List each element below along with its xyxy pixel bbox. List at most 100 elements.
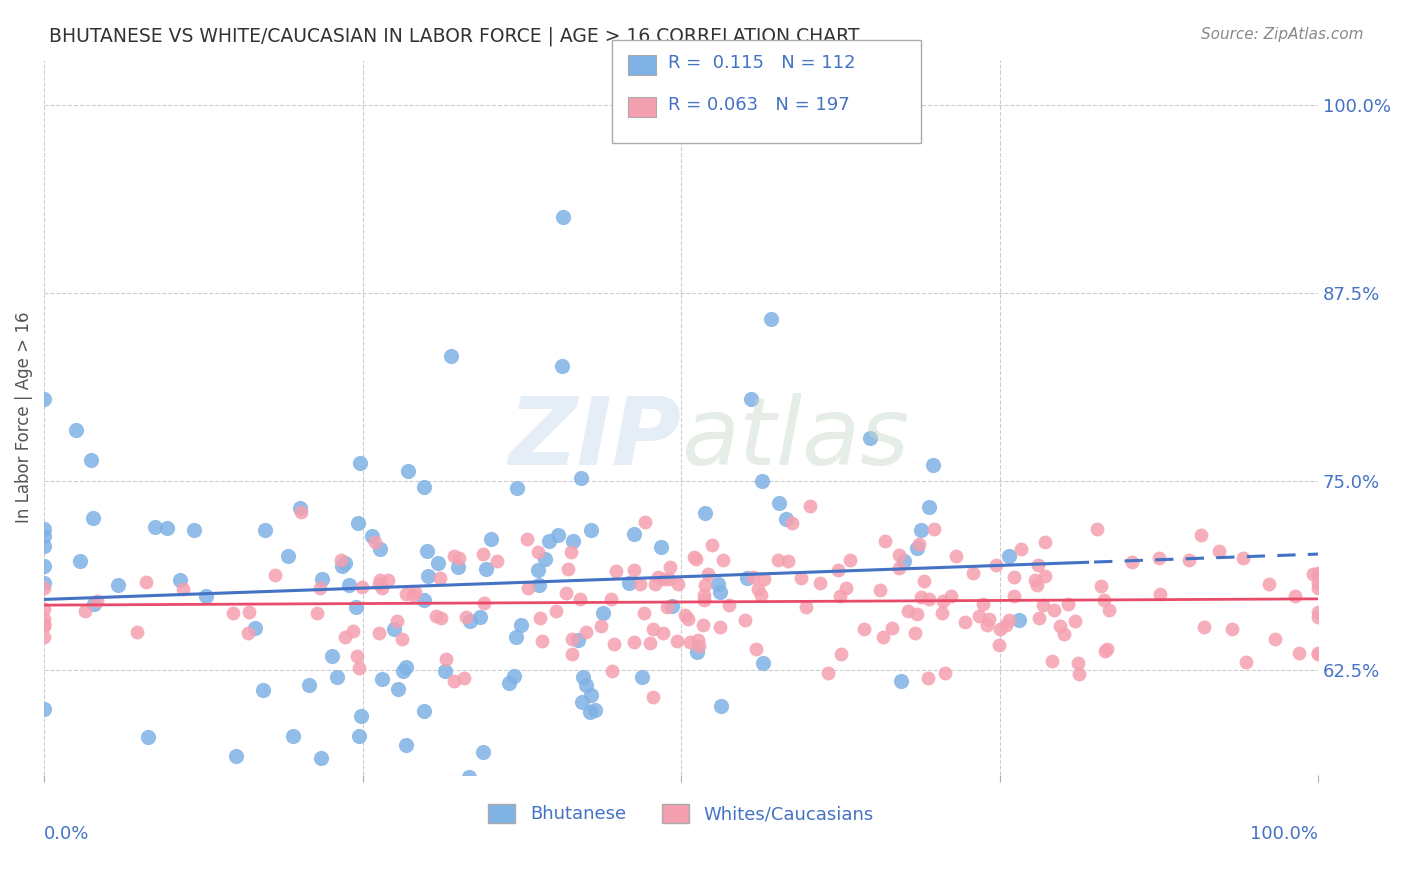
Point <box>368 541 391 556</box>
Point <box>735 572 758 586</box>
Point <box>65 423 87 437</box>
Point <box>1085 522 1108 536</box>
Point <box>516 582 538 596</box>
Point <box>1308 648 1330 662</box>
Point <box>32 618 55 632</box>
Point <box>69 554 91 568</box>
Point <box>752 572 775 586</box>
Point <box>976 618 998 632</box>
Point <box>652 572 675 586</box>
Point <box>1308 566 1330 580</box>
Point <box>551 359 574 374</box>
Point <box>32 616 55 631</box>
Point <box>988 622 1011 636</box>
Point <box>827 563 849 577</box>
Point <box>562 534 585 549</box>
Point <box>32 529 55 543</box>
Point <box>747 582 769 596</box>
Point <box>1177 553 1199 567</box>
Point <box>640 636 662 650</box>
Point <box>391 632 413 646</box>
Point <box>1149 587 1171 601</box>
Point <box>768 496 790 510</box>
Point <box>921 458 943 473</box>
Point <box>1234 655 1257 669</box>
Point <box>658 572 681 586</box>
Point <box>780 516 803 530</box>
Point <box>396 464 419 478</box>
Point <box>506 481 529 495</box>
Point <box>905 607 928 622</box>
Point <box>1308 568 1330 582</box>
Point <box>531 633 554 648</box>
Point <box>298 678 321 692</box>
Point <box>575 678 598 692</box>
Point <box>666 577 689 591</box>
Point <box>655 599 678 614</box>
Point <box>1308 581 1330 595</box>
Point <box>402 588 425 602</box>
Point <box>917 500 939 515</box>
Point <box>238 605 260 619</box>
Point <box>32 392 55 407</box>
Point <box>650 541 672 555</box>
Point <box>673 608 696 623</box>
Point <box>794 599 817 614</box>
Point <box>887 560 910 574</box>
Point <box>32 539 55 553</box>
Point <box>908 537 931 551</box>
Point <box>553 210 575 224</box>
Point <box>352 580 374 594</box>
Point <box>1308 576 1330 591</box>
Point <box>904 626 927 640</box>
Point <box>516 532 538 546</box>
Point <box>169 573 191 587</box>
Point <box>486 554 509 568</box>
Point <box>311 572 333 586</box>
Point <box>561 632 583 646</box>
Point <box>1208 543 1230 558</box>
Point <box>1098 603 1121 617</box>
Point <box>503 669 526 683</box>
Point <box>749 588 772 602</box>
Point <box>425 609 447 624</box>
Point <box>1308 646 1330 660</box>
Point <box>579 705 602 719</box>
Point <box>1033 534 1056 549</box>
Point <box>740 392 762 407</box>
Point <box>395 587 418 601</box>
Text: R = 0.063   N = 197: R = 0.063 N = 197 <box>668 96 849 114</box>
Point <box>443 549 465 563</box>
Point <box>1002 589 1025 603</box>
Point <box>413 704 436 718</box>
Point <box>86 594 108 608</box>
Point <box>330 558 353 573</box>
Point <box>939 589 962 603</box>
Point <box>368 577 391 591</box>
Point <box>546 603 568 617</box>
Point <box>695 506 717 520</box>
Point <box>290 501 312 516</box>
Point <box>995 618 1018 632</box>
Text: R =  0.115   N = 112: R = 0.115 N = 112 <box>668 54 855 72</box>
Point <box>799 499 821 513</box>
Point <box>676 612 699 626</box>
Point <box>571 695 593 709</box>
Point <box>472 547 495 561</box>
Point <box>254 523 277 537</box>
Point <box>997 613 1019 627</box>
Point <box>972 597 994 611</box>
Point <box>628 577 651 591</box>
Point <box>82 510 104 524</box>
Point <box>918 591 941 606</box>
Point <box>1010 542 1032 557</box>
Point <box>135 574 157 589</box>
Point <box>600 665 623 679</box>
Point <box>385 614 408 628</box>
Point <box>1308 610 1330 624</box>
Point <box>623 563 645 577</box>
Point <box>808 576 831 591</box>
Point <box>307 607 329 621</box>
Point <box>665 633 688 648</box>
Point <box>569 471 592 485</box>
